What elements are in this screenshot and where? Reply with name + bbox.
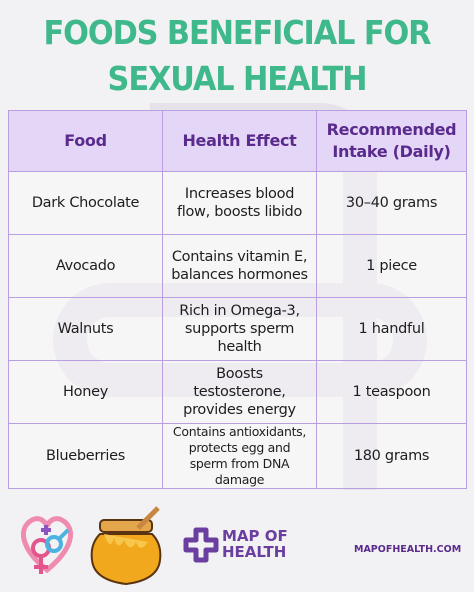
table-cell: Contains vitamin E, balances hormones	[162, 234, 317, 298]
table-cell: 30–40 grams	[316, 171, 467, 235]
header-row: Food Health Effect Recommended Intake (Dai…	[8, 110, 467, 172]
website: MAPOFHEALTH.COM	[354, 544, 462, 555]
table-cell: Avocado	[8, 234, 163, 298]
table-cell: Rich in Omega-3, supports sperm health	[162, 297, 317, 361]
table-cell: 1 piece	[316, 234, 467, 298]
table-cell: 180 grams	[316, 423, 467, 489]
title: FOODS BENEFICIAL FOR SEXUAL HEALTH	[43, 13, 432, 98]
table: Food Health Effect Recommended Intake (Dai…	[8, 110, 467, 489]
table-cell: Contains antioxidants, protects egg and …	[162, 423, 317, 489]
table-row: Avocado Contains vitamin E, balances horm…	[8, 234, 467, 298]
table-cell: Dark Chocolate	[8, 171, 163, 235]
header-cell: Health Effect	[162, 110, 317, 172]
table-row: Honey Boosts testosterone, provides energ…	[8, 360, 467, 424]
table-row: Walnuts Rich in Omega-3, supports sperm h…	[8, 297, 467, 361]
table-cell: Increases blood flow, boosts libido	[162, 171, 317, 235]
table-cell: Honey	[8, 360, 163, 424]
header-cell: Food	[8, 110, 163, 172]
logo-text: MAP OF HEALTH	[222, 527, 288, 561]
table-cell: 1 teaspoon	[316, 360, 467, 424]
table-cell: Blueberries	[8, 423, 163, 489]
header-cell: Recommended Intake (Daily)	[316, 110, 467, 172]
table-row: Blueberries Contains antioxidants, protec…	[8, 423, 467, 489]
table-cell: Walnuts	[8, 297, 163, 361]
table-cell: Boosts testosterone, provides energy	[162, 360, 317, 424]
table-cell: 1 handful	[316, 297, 467, 361]
table-row: Dark Chocolate Increases blood flow, boos…	[8, 171, 467, 235]
